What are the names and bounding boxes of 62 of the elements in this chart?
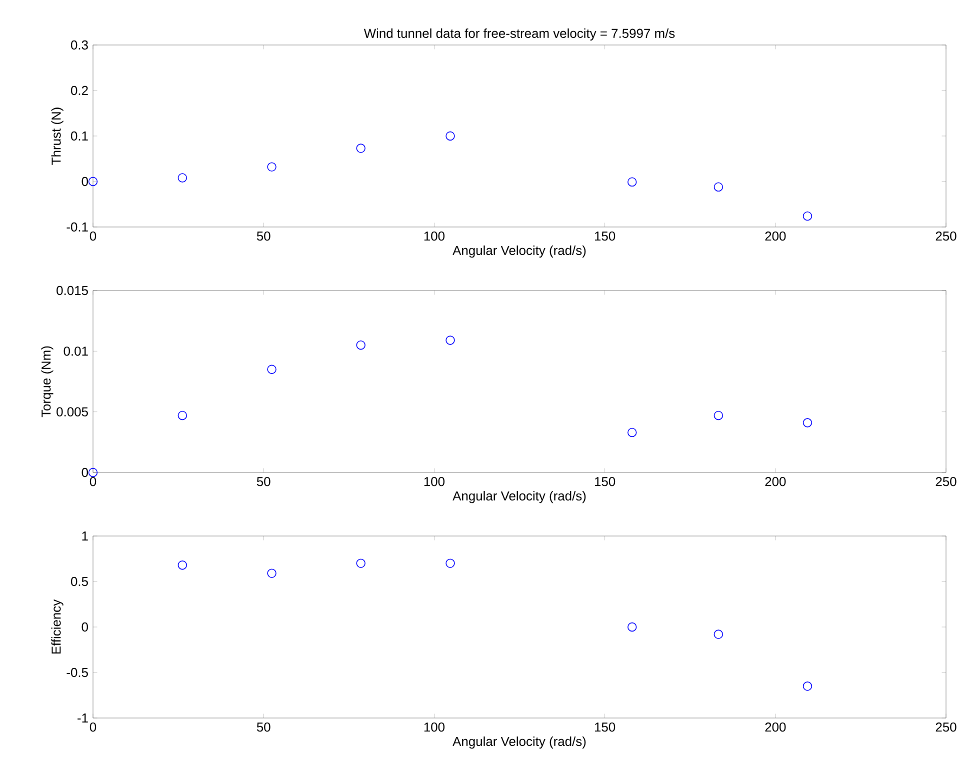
x-tick-label: 150 — [594, 722, 616, 732]
y-tick-label: 1 — [82, 532, 88, 540]
point — [802, 211, 812, 221]
point — [714, 630, 724, 639]
x-tick-label: 150 — [594, 232, 616, 241]
x-tick-label: 50 — [256, 722, 270, 732]
y-tick-label: -0.5 — [66, 668, 88, 678]
x-tick-label: 0 — [90, 722, 96, 732]
point — [178, 410, 187, 420]
x-tick-label: 200 — [765, 477, 786, 486]
y-tick-label: 0 — [82, 622, 88, 632]
point — [88, 176, 98, 186]
point — [267, 162, 276, 172]
y-tick-label: 0.2 — [70, 86, 88, 96]
y-tick-label: 0.01 — [64, 346, 88, 356]
y-tick-label: 0.3 — [70, 40, 88, 50]
x-axis-title: Angular Velocity (rad/s) — [452, 736, 586, 749]
point — [356, 144, 366, 153]
x-axis-title: Angular Velocity (rad/s) — [452, 491, 586, 504]
x-tick-label: 50 — [256, 232, 270, 241]
x-tick-label: 200 — [765, 722, 786, 732]
x-tick-label: 100 — [424, 477, 445, 486]
point — [714, 182, 724, 192]
x-tick-label: 0 — [90, 477, 96, 486]
y-tick-label: -1 — [78, 714, 88, 722]
x-tick-label: 100 — [424, 232, 445, 241]
y-axis-title: Efficiency — [51, 599, 64, 654]
point — [628, 177, 637, 187]
point — [446, 336, 455, 345]
x-axis-title: Angular Velocity (rad/s) — [452, 246, 586, 258]
x-tick-label: 0 — [90, 232, 96, 241]
y-tick-label: 0.5 — [70, 576, 88, 586]
x-tick-label: 250 — [936, 232, 956, 241]
point — [446, 131, 455, 141]
point — [628, 428, 637, 438]
y-tick-label: 0 — [82, 468, 88, 478]
y-axis-title: Thrust (N) — [51, 108, 64, 165]
y-tick-label: 0.005 — [56, 407, 88, 416]
x-tick-label: 250 — [936, 722, 956, 732]
y-tick-label: 0 — [82, 176, 88, 186]
chart-title: Wind tunnel data for free-stream velocity = 7.5997 m/s — [364, 28, 675, 40]
point — [267, 364, 276, 374]
x-tick-label: 150 — [594, 477, 616, 486]
point — [178, 560, 187, 570]
point — [446, 558, 455, 568]
point — [178, 173, 187, 182]
point — [714, 410, 724, 420]
y-tick-label: -0.1 — [66, 222, 88, 232]
point — [802, 418, 812, 428]
x-tick-label: 250 — [936, 477, 956, 486]
x-tick-label: 200 — [765, 232, 786, 241]
point — [356, 558, 366, 568]
point — [628, 622, 637, 632]
point — [802, 682, 812, 691]
point — [267, 568, 276, 578]
y-tick-label: 0.1 — [70, 131, 88, 141]
x-tick-label: 100 — [424, 722, 445, 732]
point — [88, 468, 98, 478]
y-axis-title: Torque (Nm) — [41, 346, 54, 418]
x-tick-label: 50 — [256, 477, 270, 486]
point — [356, 340, 366, 350]
y-tick-label: 0.015 — [56, 286, 88, 296]
